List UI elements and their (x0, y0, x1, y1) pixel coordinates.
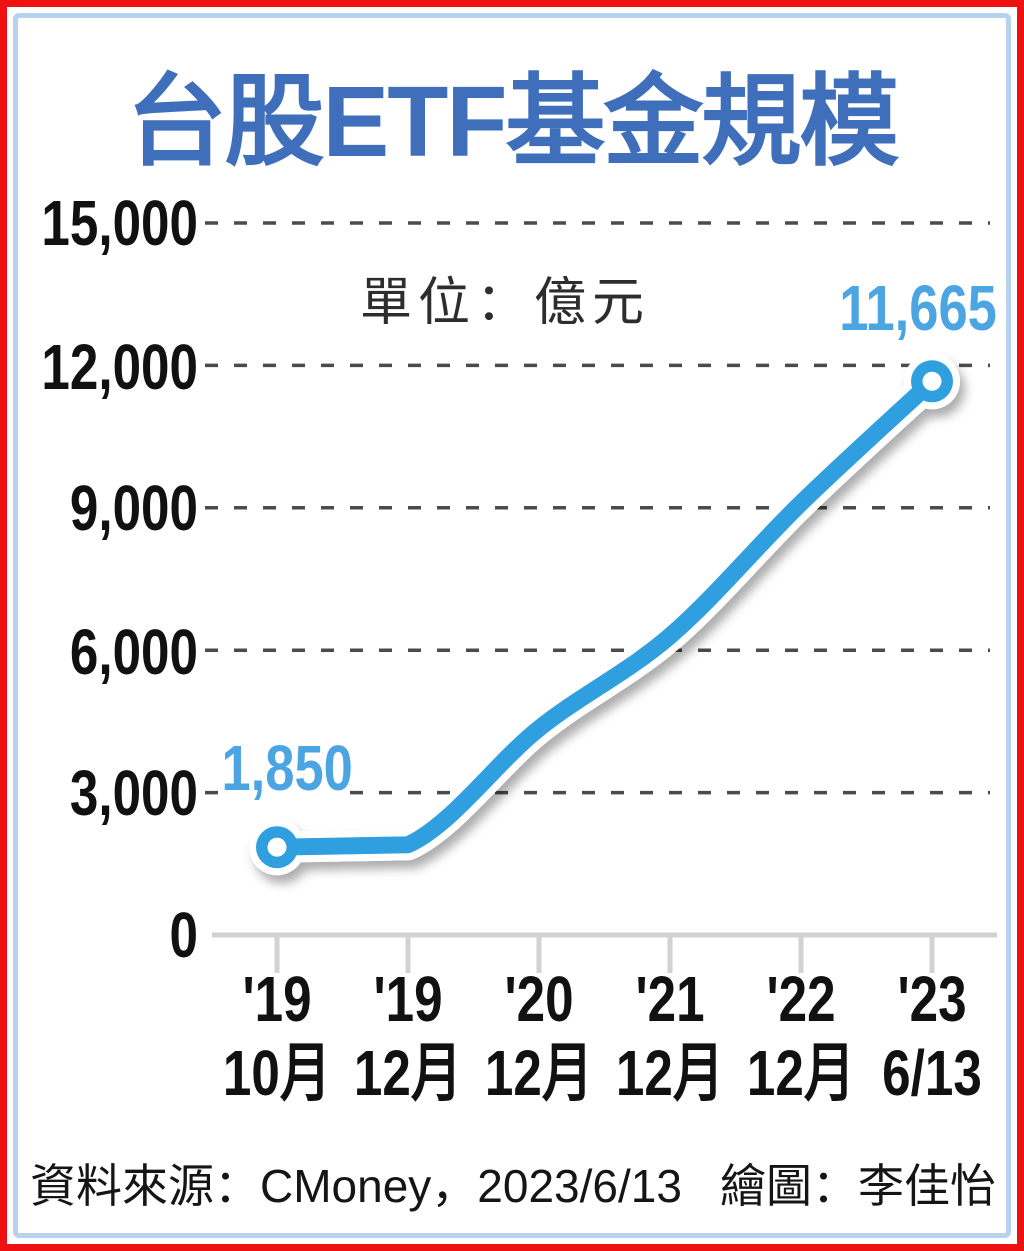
x-tick-period: 12月 (353, 1037, 463, 1109)
line-series (268, 372, 941, 856)
source-note: 資料來源：CMoney，2023/6/13 (30, 1160, 682, 1212)
y-tick-label: 9,000 (69, 472, 198, 544)
x-tick-label: '22 12月 (733, 962, 869, 1110)
unit-note: 單位：億元 (360, 274, 651, 332)
x-tick-year: '23 (897, 963, 967, 1035)
line-series-halo (249, 353, 960, 876)
y-tick-label: 0 (169, 899, 198, 971)
x-tick-label: '21 12月 (602, 962, 738, 1110)
y-tick-label: 15,000 (41, 187, 199, 259)
data-point-label-first: 1,850 (221, 732, 353, 804)
x-tick-year: '22 (766, 963, 836, 1035)
y-tick-label: 3,000 (69, 757, 198, 829)
x-tick-year: '19 (373, 963, 443, 1035)
data-point-marker-last-center (922, 371, 942, 391)
chart-title: 台股ETF基金規模 (126, 66, 900, 178)
x-tick-year: '20 (504, 963, 574, 1035)
x-tick-period: 12月 (484, 1037, 594, 1109)
y-tick-label: 12,000 (41, 331, 199, 403)
data-point-label-last: 11,665 (839, 272, 997, 344)
x-tick-label: '20 12月 (471, 962, 607, 1110)
x-tick-period: 6/13 (882, 1037, 982, 1109)
y-tick-label: 6,000 (69, 616, 198, 688)
x-tick-period: 10月 (222, 1037, 332, 1109)
x-tick-period: 12月 (746, 1037, 856, 1109)
x-tick-label: '23 6/13 (864, 962, 1000, 1110)
x-tick-label: '19 10月 (209, 962, 345, 1110)
x-tick-year: '19 (242, 963, 312, 1035)
line-series-outline (261, 365, 948, 863)
x-axis (212, 932, 997, 973)
x-tick-year: '21 (635, 963, 705, 1035)
x-tick-label: '19 12月 (340, 962, 476, 1110)
credit-note: 繪圖：李佳怡 (720, 1160, 996, 1212)
data-point-marker-first-center (267, 837, 287, 857)
footer: 資料來源：CMoney，2023/6/13 繪圖：李佳怡 (30, 1150, 996, 1216)
x-tick-period: 12月 (615, 1037, 725, 1109)
